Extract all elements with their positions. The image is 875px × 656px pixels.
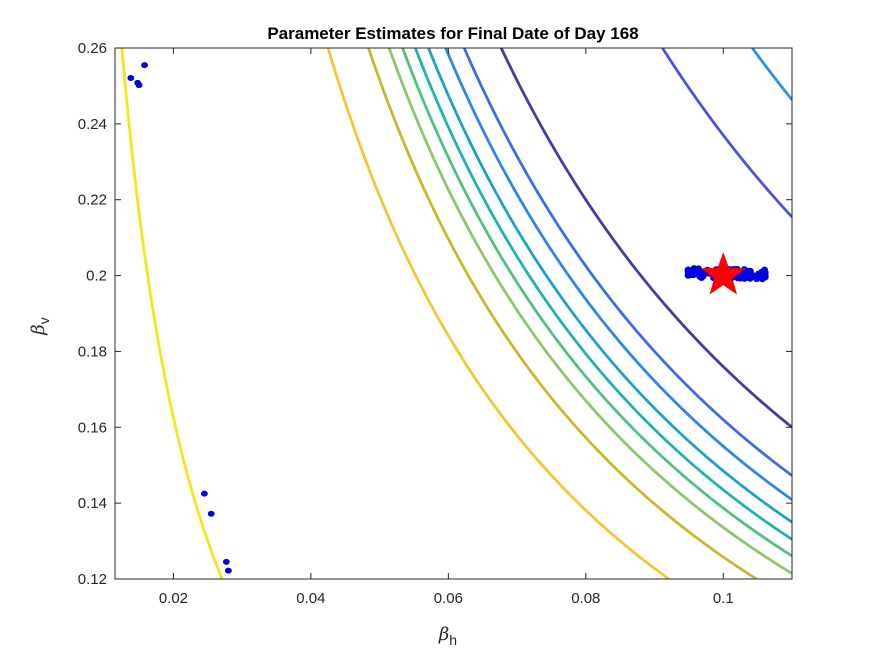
x-tick-label: 0.1	[713, 590, 734, 607]
contour-lines	[120, 48, 792, 579]
chart-title: Parameter Estimates for Final Date of Da…	[267, 24, 638, 43]
contour-line-11	[661, 48, 792, 218]
y-axis-ticks: 0.12 0.14 0.16 0.18 0.2 0.22 0.24 0.26	[78, 40, 792, 588]
contour-line-8	[444, 48, 792, 501]
contour-line-1	[120, 48, 224, 579]
cluster-point	[761, 271, 769, 278]
scatter-point	[207, 510, 215, 517]
scatter-point	[222, 558, 230, 565]
y-axis-label-subscript: v	[36, 317, 52, 324]
true-value-layer	[700, 252, 746, 295]
scatter-point	[141, 62, 148, 69]
x-tick-label: 0.04	[296, 590, 325, 607]
contour-line-6	[413, 48, 792, 541]
contour-line-4	[387, 48, 792, 575]
x-tick-label: 0.02	[159, 590, 188, 607]
y-axis-label: βv	[28, 317, 52, 335]
contour-line-12	[751, 48, 792, 101]
contour-line-10	[499, 48, 792, 429]
scatter-point	[135, 82, 143, 89]
cluster-point	[761, 266, 768, 273]
y-tick-label: 0.24	[78, 116, 107, 133]
cluster-point	[746, 272, 754, 279]
y-tick-label: 0.18	[78, 343, 107, 360]
x-axis-ticks: 0.02 0.04 0.06 0.08 0.1	[159, 48, 734, 607]
y-axis-label-symbol: β	[28, 324, 49, 335]
axes-box	[114, 47, 793, 580]
cluster-point	[690, 272, 697, 279]
contour-line-5	[401, 48, 792, 558]
y-tick-label: 0.12	[78, 571, 107, 588]
scatter-point	[200, 490, 208, 497]
x-axis-label-symbol: β	[438, 624, 449, 645]
cluster-point	[691, 266, 699, 273]
cluster-point	[758, 276, 766, 283]
contour-line-9	[462, 48, 792, 477]
cluster-point	[684, 266, 692, 273]
y-tick-label: 0.14	[78, 495, 107, 512]
y-tick-label: 0.26	[78, 40, 107, 57]
y-tick-label: 0.2	[86, 268, 107, 285]
contour-line-2	[326, 48, 670, 579]
scatter-point	[127, 74, 135, 81]
contour-line-7	[427, 48, 792, 524]
x-tick-label: 0.06	[434, 590, 463, 607]
cluster-point	[684, 271, 692, 278]
scatter-point	[225, 567, 232, 574]
y-tick-label: 0.16	[78, 419, 107, 436]
x-axis-label-subscript: h	[449, 632, 457, 648]
x-tick-label: 0.08	[571, 590, 600, 607]
x-axis-label: βh	[438, 624, 457, 648]
scatter-points	[127, 62, 769, 574]
true-value-star	[700, 252, 746, 295]
y-tick-label: 0.22	[78, 192, 107, 209]
contour-line-3	[367, 48, 758, 579]
